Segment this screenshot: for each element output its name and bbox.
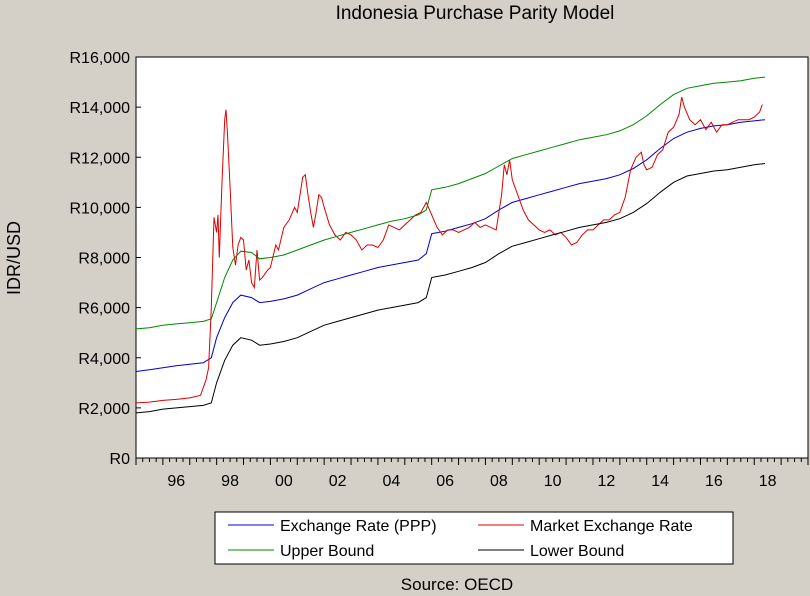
series-line-upper-bound	[135, 76, 766, 330]
legend-box	[214, 511, 734, 565]
x-tick-label: 16	[705, 473, 723, 490]
x-tick-label: 00	[275, 473, 293, 490]
y-tick-label: R14,000	[70, 100, 131, 117]
series-lines	[135, 76, 766, 414]
x-tick-label: 04	[382, 473, 400, 490]
x-tick-label: 14	[651, 473, 669, 490]
x-tick-label: 96	[167, 473, 185, 490]
legend-label: Lower Bound	[530, 543, 624, 560]
x-tick-label: 10	[544, 473, 562, 490]
y-tick-label: R2,000	[78, 401, 130, 418]
y-axis-label: IDR/USD	[4, 221, 24, 295]
chart-title: Indonesia Purchase Parity Model	[336, 3, 615, 24]
y-axis: R0 R2,000 R4,000 R6,000 R8,000 R10,000 R12,000…	[70, 50, 141, 468]
legend-label: Exchange Rate (PPP)	[280, 518, 437, 535]
x-tick-label: 12	[598, 473, 616, 490]
source-note: Source: OECD	[401, 575, 513, 594]
x-tick-label: 08	[490, 473, 508, 490]
legend-label: Upper Bound	[280, 543, 374, 560]
legend: Exchange Rate (PPP) Market Exchange Rate U…	[214, 511, 734, 565]
y-tick-label: R16,000	[70, 50, 131, 67]
x-tick-label: 02	[329, 473, 347, 490]
y-tick-label: R8,000	[78, 251, 130, 268]
x-tick-label: 06	[436, 473, 454, 490]
y-tick-label: R10,000	[70, 200, 131, 217]
y-tick-label: R6,000	[78, 301, 130, 318]
y-tick-label: R0	[110, 451, 131, 468]
series-line-market-exchange-rate	[135, 96, 763, 404]
x-tick-label: 18	[759, 473, 777, 490]
y-tick-label: R4,000	[78, 351, 130, 368]
series-line-exchange-rate-ppp	[135, 119, 766, 372]
y-tick-label: R12,000	[70, 150, 131, 167]
series-line-lower-bound	[135, 163, 766, 414]
x-tick-label: 98	[221, 473, 239, 490]
legend-label: Market Exchange Rate	[530, 518, 693, 535]
x-axis: 96 98 00 02 04 06 08 10 12 14 16 18	[135, 458, 809, 490]
